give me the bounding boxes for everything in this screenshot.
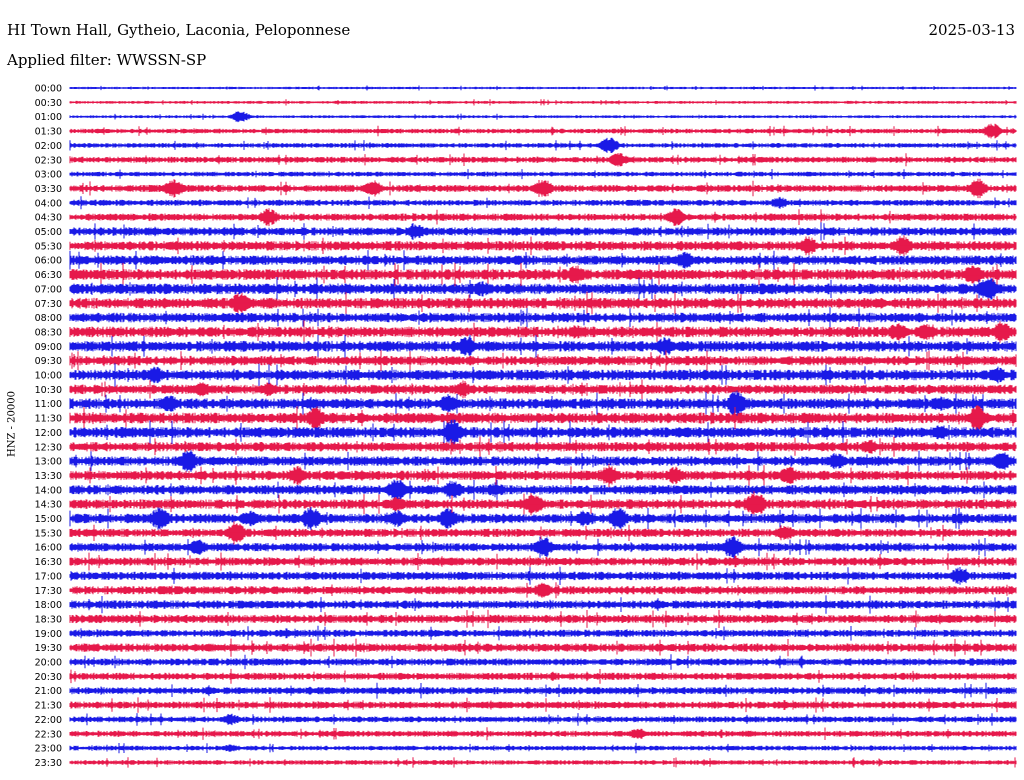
time-tick-label: 12:00	[35, 428, 62, 439]
time-tick-label: 17:00	[35, 571, 62, 582]
time-tick-label: 08:30	[35, 327, 62, 338]
time-tick-label: 03:00	[35, 170, 62, 181]
time-tick-label: 20:00	[35, 658, 62, 669]
time-tick-label: 02:00	[35, 141, 62, 152]
time-tick-label: 01:00	[35, 112, 62, 123]
time-tick-label: 17:30	[35, 586, 62, 597]
time-tick-label: 09:00	[35, 342, 62, 353]
time-tick-label: 14:30	[35, 500, 62, 511]
time-tick-label: 19:00	[35, 629, 62, 640]
time-tick-label: 10:30	[35, 385, 62, 396]
time-tick-label: 16:00	[35, 543, 62, 554]
time-tick-label: 18:30	[35, 614, 62, 625]
time-tick-label: 06:30	[35, 270, 62, 281]
time-tick-label: 12:30	[35, 442, 62, 453]
time-tick-label: 21:30	[35, 701, 62, 712]
time-tick-label: 06:00	[35, 256, 62, 267]
time-tick-label: 00:00	[35, 84, 62, 95]
time-tick-label: 00:30	[35, 98, 62, 109]
time-tick-label: 21:00	[35, 686, 62, 697]
time-tick-label: 09:30	[35, 356, 62, 367]
filter-label: Applied filter: WWSSN-SP	[7, 51, 207, 69]
time-tick-label: 04:30	[35, 213, 62, 224]
time-tick-label: 02:30	[35, 155, 62, 166]
time-tick-label: 18:00	[35, 600, 62, 611]
time-tick-label: 13:30	[35, 471, 62, 482]
time-tick-label: 03:30	[35, 184, 62, 195]
time-tick-label: 15:30	[35, 528, 62, 539]
time-tick-label: 23:00	[35, 744, 62, 755]
time-tick-label: 04:00	[35, 198, 62, 209]
time-tick-label: 15:00	[35, 514, 62, 525]
time-tick-label: 07:30	[35, 299, 62, 310]
time-tick-label: 08:00	[35, 313, 62, 324]
time-tick-label: 05:30	[35, 241, 62, 252]
time-tick-label: 01:30	[35, 127, 62, 138]
time-tick-label: 10:00	[35, 371, 62, 382]
time-tick-label: 16:30	[35, 557, 62, 568]
time-tick-label: 13:00	[35, 457, 62, 468]
time-tick-label: 23:30	[35, 758, 62, 769]
time-tick-label: 11:30	[35, 414, 62, 425]
time-tick-label: 22:00	[35, 715, 62, 726]
time-tick-label: 14:00	[35, 485, 62, 496]
time-tick-label: 22:30	[35, 729, 62, 740]
time-tick-label: 05:00	[35, 227, 62, 238]
time-tick-label: 20:30	[35, 672, 62, 683]
station-title: HI Town Hall, Gytheio, Laconia, Peloponn…	[7, 21, 351, 39]
time-tick-label: 07:00	[35, 284, 62, 295]
time-tick-label: 11:00	[35, 399, 62, 410]
time-tick-label: 19:30	[35, 643, 62, 654]
date-label: 2025-03-13	[928, 21, 1015, 39]
